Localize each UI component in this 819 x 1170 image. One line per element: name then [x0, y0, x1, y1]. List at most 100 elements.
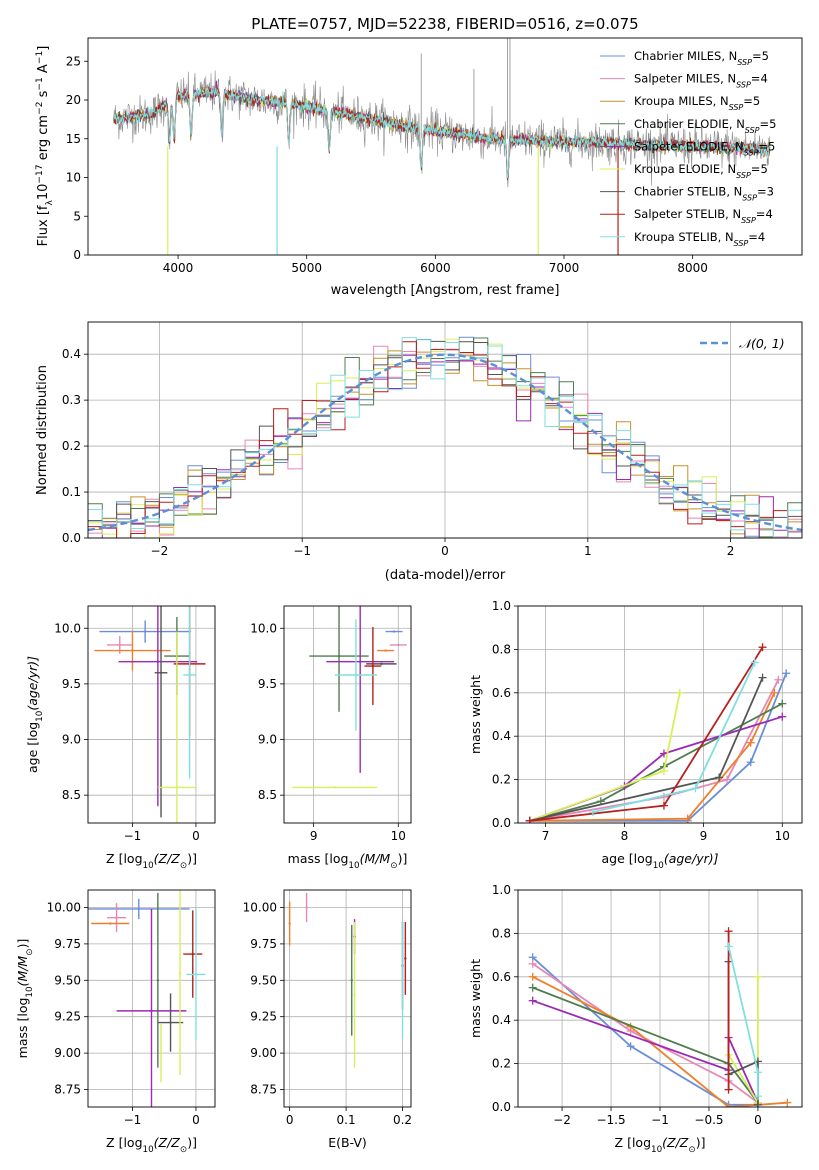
legend-n: N — [720, 94, 729, 108]
legend-sub: SSP — [737, 58, 752, 67]
x-axis-label: mass [log10(M/M⊙)] — [288, 851, 408, 871]
label-part: age [log — [601, 851, 652, 866]
data-point — [175, 786, 179, 789]
label-part: )] — [398, 851, 408, 866]
legend-entry: Chabrier ELODIE, NSSP=5 — [634, 117, 776, 135]
y-tick-label: 0.3 — [62, 393, 81, 407]
x-axis-label: Z [log10(Z/Z⊙)] — [106, 851, 197, 871]
legend-nssp-value: 4 — [758, 230, 765, 244]
x-tick-label: 0.2 — [393, 1113, 412, 1127]
y-tick-label: 0.4 — [492, 729, 511, 743]
label-part: erg cm — [36, 115, 51, 164]
label-part: ] — [36, 46, 51, 51]
label-part: age [log — [25, 722, 40, 773]
x-tick-label: −0.5 — [694, 1113, 723, 1127]
x-tick-label: −1.5 — [596, 1113, 625, 1127]
data-point — [178, 971, 182, 975]
y-tick-label: 0.0 — [492, 816, 511, 830]
label-part: −1 — [35, 77, 45, 90]
axes-frame — [517, 889, 803, 1108]
label-part: ⊙ — [180, 861, 187, 871]
residuals-plot — [88, 336, 802, 538]
legend-series-name: Chabrier ELODIE, — [634, 117, 736, 131]
x-axis-label: E(B-V) — [328, 1135, 367, 1150]
legend-series-name: Chabrier MILES, — [634, 49, 729, 63]
data-point — [109, 922, 112, 925]
legend-series-name: Kroupa STELIB, — [634, 230, 725, 244]
y-tick-label: 9.00 — [250, 1046, 277, 1060]
label-part: 10 — [651, 1145, 662, 1155]
data-point — [404, 957, 407, 960]
x-tick-label: 0.1 — [337, 1113, 356, 1127]
x-tick-label: 1 — [584, 544, 592, 558]
label-part: λ — [45, 200, 55, 206]
data-point — [371, 664, 375, 668]
legend-n: N — [734, 185, 743, 199]
label-part: (age/yr)] — [664, 851, 719, 866]
legend-nssp-value: 5 — [760, 162, 767, 176]
weight-line — [532, 963, 759, 1104]
data-point — [159, 1051, 163, 1055]
legend-entry: Chabrier STELIB, NSSP=3 — [634, 185, 774, 203]
label-part: 10 — [36, 184, 51, 201]
label-part: ⊙ — [25, 948, 35, 955]
data-point — [194, 973, 198, 976]
y-tick-label: 8.75 — [250, 1083, 277, 1097]
legend-entry: 𝒩(0, 1) — [739, 336, 785, 351]
Z-age-plot — [94, 606, 206, 823]
legend-entry: Kroupa MILES, NSSP=5 — [634, 94, 760, 112]
y-tick-label: 0.8 — [492, 642, 511, 656]
EBV-mass-plot — [288, 892, 407, 1068]
legend-sub: SSP — [745, 125, 760, 134]
y-tick-label: 9.0 — [62, 733, 81, 747]
x-tick-label: 10 — [775, 829, 790, 843]
data-point — [169, 1021, 172, 1024]
legend-nssp-value: 5 — [762, 49, 769, 63]
age-weight-plot — [525, 643, 791, 823]
x-tick-label: 8 — [621, 829, 629, 843]
legend-nssp-value: 4 — [760, 72, 767, 86]
x-tick-label: −1 — [124, 829, 142, 843]
data-point — [288, 922, 291, 925]
y-tick-label: 9.75 — [250, 937, 277, 951]
label-part: Z [log — [106, 851, 142, 866]
legend-entry: Kroupa ELODIE, NSSP=5 — [634, 162, 768, 180]
legend-n: N — [732, 207, 741, 221]
y-tick-label: 9.75 — [54, 937, 81, 951]
x-tick-label: 8000 — [677, 261, 708, 275]
label-part: Flux [f — [36, 205, 51, 246]
y-tick-label: 1.0 — [492, 883, 511, 897]
x-axis-label: Z [log10(Z/Z⊙)] — [106, 1135, 197, 1155]
label-part: (M/M — [360, 851, 391, 866]
data-point — [305, 906, 308, 909]
axes-frame — [517, 605, 803, 824]
label-part: )] — [696, 1135, 706, 1150]
EBV-mass-axes: 0 0.1 0.2 8.75 9.00 9.25 9.50 9.75 10.00 — [243, 889, 412, 1127]
mass-age-plot — [292, 606, 407, 789]
data-point — [353, 993, 356, 997]
label-part: −1 — [35, 51, 45, 64]
y-tick-label: 20 — [66, 93, 81, 107]
label-part: (Z/Z — [662, 1135, 689, 1150]
label-part: A — [36, 64, 51, 77]
legend-sub: SSP — [742, 193, 757, 202]
legend-entry: Salpeter ELODIE, NSSP=5 — [634, 139, 775, 157]
legend-sub: SSP — [741, 216, 756, 225]
histogram-step — [88, 337, 802, 538]
data-point — [156, 660, 160, 663]
weight-line — [529, 692, 776, 822]
legend-sub: SSP — [729, 103, 744, 112]
mass-age-axes: 9 10 8.5 9.0 9.5 10.0 — [250, 605, 412, 843]
label-part: 10 — [35, 711, 45, 722]
y-tick-label: 5 — [73, 209, 81, 223]
data-point — [384, 649, 387, 652]
y-tick-label: 9.50 — [54, 973, 81, 987]
y-tick-label: 0.1 — [62, 485, 81, 499]
label-part: −17 — [35, 164, 45, 183]
data-point — [156, 979, 160, 982]
y-axis-label: mass weight — [468, 959, 483, 1038]
y-tick-label: 9.50 — [250, 973, 277, 987]
y-tick-label: 0.0 — [492, 1100, 511, 1114]
legend-sub: SSP — [734, 238, 749, 247]
